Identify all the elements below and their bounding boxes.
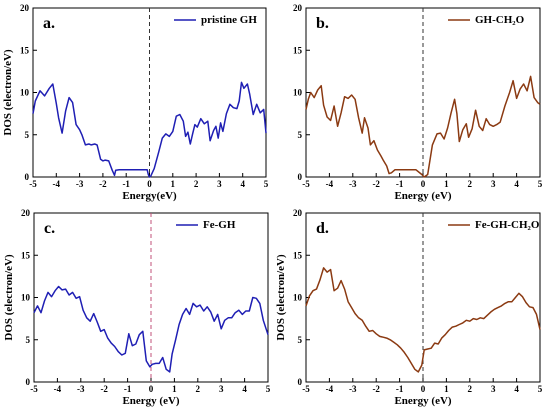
- y-tick-label: 5: [298, 335, 303, 345]
- dos-series-line: [32, 81, 267, 178]
- legend-label: pristine GH: [201, 14, 257, 26]
- dos-panel-b: -5 -4 -3 -2 -1 0 1 2 3 4 5 0 5 10 15 20 GH-CH₂O b. Energy …: [293, 3, 543, 202]
- x-tick-label: -1: [122, 179, 130, 189]
- x-tick-label: -1: [124, 384, 132, 394]
- y-tick-label: 10: [21, 293, 31, 303]
- dos-panel-c: -5 -4 -3 -2 -1 0 1 2 3 4 5 0 5 10 15 20 Fe-GH c. Energy (e…: [3, 208, 271, 407]
- y-axis-label: DOS (electron/eV): [2, 49, 14, 136]
- y-tick-label: 15: [21, 250, 31, 260]
- x-tick-label: 2: [468, 179, 473, 189]
- y-tick-label: 20: [293, 208, 303, 218]
- x-tick-label: -5: [30, 384, 38, 394]
- y-tick-label: 10: [20, 88, 30, 98]
- x-axis-label: Energy (eV): [394, 190, 451, 202]
- x-tick-label: 0: [421, 179, 426, 189]
- dos-series-line: [33, 285, 269, 373]
- x-axis-label: Energy(eV): [122, 190, 177, 202]
- x-tick-label: 4: [240, 179, 245, 189]
- dos-panel-a: -5 -4 -3 -2 -1 0 1 2 3 4 5 0 5 10 15 20 pristine GH a. Ene…: [2, 3, 269, 202]
- x-tick-label: 3: [217, 179, 222, 189]
- x-tick-label: -3: [349, 384, 357, 394]
- y-tick-label: 5: [26, 335, 31, 345]
- y-tick-label: 0: [25, 172, 30, 182]
- dos-series-line: [305, 75, 541, 178]
- y-tick-label: 20: [293, 3, 303, 13]
- y-tick-label: 15: [20, 45, 30, 55]
- x-tick-label: 5: [538, 384, 543, 394]
- x-axis-label: Energy (eV): [122, 395, 179, 407]
- panel-label: c.: [44, 220, 55, 237]
- y-tick-label: 20: [21, 208, 31, 218]
- y-axis-label: DOS (electron/eV): [3, 254, 15, 341]
- x-tick-label: 0: [421, 384, 426, 394]
- x-tick-label: 0: [147, 179, 152, 189]
- x-tick-label: -3: [349, 179, 357, 189]
- legend-label: GH-CH₂O: [475, 14, 525, 26]
- x-tick-label: 2: [468, 384, 473, 394]
- x-tick-label: 2: [196, 384, 201, 394]
- x-tick-label: -1: [396, 384, 404, 394]
- x-tick-label: -3: [76, 179, 84, 189]
- legend-label: Fe-GH-CH₂O: [475, 219, 540, 231]
- x-tick-label: -4: [53, 179, 61, 189]
- x-tick-label: -4: [326, 384, 334, 394]
- y-tick-label: 15: [293, 250, 303, 260]
- x-tick-label: -5: [29, 179, 37, 189]
- x-tick-label: 3: [491, 179, 496, 189]
- y-tick-label: 10: [293, 88, 303, 98]
- x-tick-label: 4: [514, 179, 519, 189]
- y-axis-label: DOS (electron/eV): [275, 254, 287, 341]
- y-tick-label: 5: [25, 130, 30, 140]
- x-tick-label: 3: [219, 384, 224, 394]
- panel-label: d.: [316, 220, 329, 237]
- dos-panel-d: -5 -4 -3 -2 -1 0 1 2 3 4 5 0 5 10 15 20 Fe-GH-CH₂O d. Ener…: [275, 208, 543, 407]
- x-tick-label: -4: [54, 384, 62, 394]
- x-tick-label: -2: [100, 384, 108, 394]
- x-tick-label: 1: [171, 179, 176, 189]
- x-tick-label: 1: [444, 384, 449, 394]
- y-tick-label: 15: [293, 45, 303, 55]
- x-tick-label: -5: [302, 384, 310, 394]
- panel-label: b.: [316, 15, 329, 32]
- dos-series-line: [305, 267, 541, 373]
- x-tick-label: -2: [372, 179, 380, 189]
- x-tick-label: 2: [194, 179, 199, 189]
- x-tick-label: -2: [99, 179, 107, 189]
- x-tick-label: 3: [491, 384, 496, 394]
- x-tick-label: -3: [77, 384, 85, 394]
- x-tick-label: 5: [264, 179, 269, 189]
- x-tick-label: 5: [266, 384, 271, 394]
- y-tick-label: 0: [298, 377, 303, 387]
- legend-label: Fe-GH: [203, 219, 236, 231]
- x-tick-label: 0: [149, 384, 154, 394]
- y-tick-label: 5: [298, 130, 303, 140]
- x-tick-label: -4: [326, 179, 334, 189]
- x-axis-label: Energy (eV): [394, 395, 451, 407]
- x-tick-label: 4: [514, 384, 519, 394]
- y-tick-label: 0: [298, 172, 303, 182]
- x-tick-label: 1: [172, 384, 177, 394]
- x-tick-label: 4: [242, 384, 247, 394]
- y-tick-label: 0: [26, 377, 31, 387]
- x-tick-label: -2: [372, 384, 380, 394]
- x-tick-label: -5: [302, 179, 310, 189]
- x-tick-label: 1: [444, 179, 449, 189]
- x-tick-label: -1: [396, 179, 404, 189]
- y-tick-label: 20: [20, 3, 30, 13]
- panel-label: a.: [43, 15, 55, 32]
- y-tick-label: 10: [293, 293, 303, 303]
- x-tick-label: 5: [538, 179, 543, 189]
